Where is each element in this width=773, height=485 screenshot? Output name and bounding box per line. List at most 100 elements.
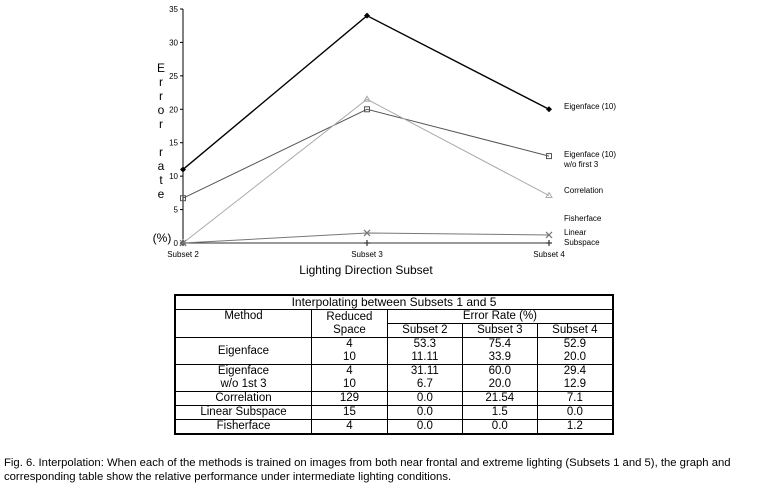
- series-labels: Eigenface (10) Eigenface (10) w/o first 3 C…: [563, 102, 616, 247]
- series-label: Linear Subspace: [564, 228, 600, 247]
- chart-axes: [182, 9, 549, 244]
- cell-subset3-value: 33.9: [488, 351, 511, 363]
- cell-subset3: 60.0 20.0: [461, 364, 538, 392]
- cell-subset2: 53.3 11.11: [386, 337, 463, 365]
- cell-subset2: 31.11 6.7: [386, 364, 463, 392]
- cell-method: Eigenface: [174, 337, 312, 365]
- cell-space: 4 10: [311, 364, 388, 392]
- cell-method-value: Eigenface: [217, 344, 270, 357]
- cell-space: 4: [311, 419, 388, 435]
- series-eigenface-10-: [180, 12, 552, 173]
- header-reduced: Reduced: [326, 310, 373, 323]
- cell-space: 4 10: [311, 337, 388, 365]
- table-body: Eigenface 4 10 53.3 11.11 75.4 33.9 52.9 20.0 Eig…: [174, 337, 614, 435]
- cell-method-value: Correlation: [215, 392, 272, 404]
- cell-space-value: 4: [346, 338, 353, 350]
- cell-subset4-value: 52.9: [563, 338, 587, 350]
- cell-space-value: 129: [339, 392, 360, 404]
- x-ticks: Subset 2 Subset 3 Subset 4: [167, 250, 565, 259]
- cell-space: 15: [311, 405, 388, 420]
- y-tick-label: 35: [169, 5, 178, 14]
- table-row: Fisherface 4 0.0 0.0 1.2: [174, 419, 614, 435]
- x-tick-label: Subset 3: [351, 250, 383, 259]
- series-label: Fisherface: [564, 214, 602, 223]
- header-reduced-space: Reduced Space: [311, 309, 388, 338]
- y-axis-label-char: r: [159, 117, 163, 131]
- data-point-marker: [546, 106, 552, 113]
- cell-method: Fisherface: [174, 419, 312, 435]
- y-tick-label: 20: [169, 105, 178, 114]
- cell-method-value: Linear Subspace: [200, 406, 287, 418]
- y-axis-label-char: E: [157, 61, 165, 75]
- series-line: [182, 14, 550, 170]
- y-axis-label-char: r: [159, 89, 163, 103]
- series-line: [182, 108, 550, 199]
- cell-subset3: 1.5: [461, 405, 538, 420]
- cell-subset2: 0.0: [386, 391, 463, 406]
- data-point-marker: [363, 95, 371, 102]
- cell-subset2: 0.0: [386, 419, 463, 435]
- cell-subset3-value: 1.5: [491, 406, 508, 418]
- cell-subset4: 7.1: [536, 391, 614, 406]
- series-label: Correlation: [564, 186, 603, 195]
- cell-subset3: 0.0: [461, 419, 538, 435]
- cell-subset4: 1.2: [536, 419, 614, 435]
- cell-subset3-value: 75.4: [488, 338, 511, 350]
- cell-space-value: 15: [343, 406, 356, 418]
- cell-subset2-value: 31.11: [410, 365, 439, 377]
- cell-space-value: 10: [343, 378, 356, 390]
- table-row: Eigenface 4 10 53.3 11.11 75.4 33.9 52.9 20.0: [174, 337, 614, 365]
- y-tick-label: 30: [169, 38, 178, 47]
- figure-caption: Fig. 6. Interpolation: When each of the …: [4, 457, 731, 483]
- cell-subset2-value: 6.7: [416, 378, 433, 390]
- series-group: [179, 12, 553, 247]
- cell-subset3-value: 20.0: [488, 378, 511, 390]
- table-row: Eigenface w/o 1st 3 4 10 31.11 6.7 60.0 20.0 29.…: [174, 364, 614, 392]
- cell-subset2-value: 0.0: [416, 406, 433, 418]
- data-point-marker: [363, 229, 371, 237]
- cell-subset4-value: 29.4: [563, 365, 587, 377]
- header-space: Space: [333, 323, 366, 336]
- data-point-marker: [180, 195, 186, 202]
- cell-subset3-value: 0.0: [491, 420, 508, 432]
- table-row: Correlation 129 0.0 21.54 7.1: [174, 391, 614, 406]
- results-table-container: Interpolating between Subsets 1 and 5 Me…: [174, 294, 614, 435]
- cell-subset2-value: 0.0: [416, 420, 433, 432]
- cell-method: Linear Subspace: [174, 405, 312, 420]
- cell-subset2-value: 11.11: [411, 351, 439, 363]
- cell-space-value: 4: [346, 365, 353, 377]
- y-axis-label-char: r: [159, 75, 163, 89]
- data-point-marker: [179, 239, 187, 247]
- cell-subset4-value: 7.1: [566, 392, 583, 404]
- data-point-marker: [546, 153, 552, 160]
- data-point-marker: [545, 191, 553, 199]
- cell-subset3: 75.4 33.9: [461, 337, 538, 365]
- y-axis-label-char: t: [159, 173, 163, 187]
- header-method: Method: [174, 309, 312, 338]
- cell-space: 129: [311, 391, 388, 406]
- table-title: Interpolating between Subsets 1 and 5: [174, 294, 614, 310]
- data-point-marker: [364, 106, 370, 113]
- data-point-marker: [180, 166, 186, 173]
- cell-space-value: 10: [343, 351, 356, 363]
- x-tick-label: Subset 2: [167, 250, 199, 259]
- cell-method-value: Fisherface: [216, 420, 271, 432]
- data-point-marker: [364, 240, 370, 246]
- cell-subset4: 52.9 20.0: [536, 337, 614, 365]
- y-axis-label-unit: (%): [153, 231, 172, 245]
- cell-subset4-value: 1.2: [566, 420, 583, 432]
- series-line: [182, 98, 550, 244]
- cell-subset4: 0.0: [536, 405, 614, 420]
- y-axis-label-char: e: [158, 187, 165, 201]
- series-correlation: [179, 95, 553, 246]
- header-error-rate: Error Rate (%): [386, 309, 614, 324]
- y-tick-label: 10: [169, 172, 178, 181]
- y-axis-label-char: o: [158, 103, 165, 117]
- cell-subset4: 29.4 12.9: [536, 364, 614, 392]
- y-tick-label: 0: [174, 239, 179, 248]
- cell-subset4-value: 0.0: [566, 406, 583, 418]
- cell-subset2: 0.0: [386, 405, 463, 420]
- cell-space-value: 4: [346, 420, 353, 432]
- series-linear-subspace: [179, 229, 553, 247]
